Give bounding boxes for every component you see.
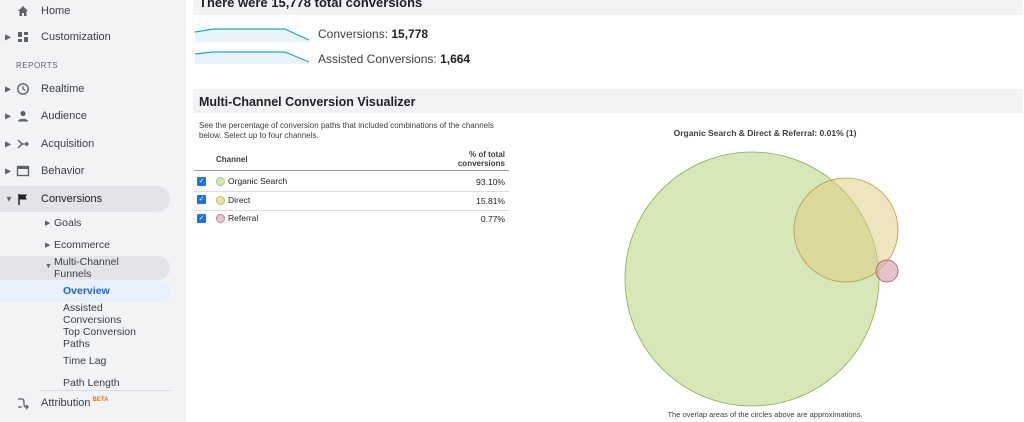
conversions-sparkline (194, 28, 310, 42)
caret-right-icon: ▶ (5, 111, 12, 121)
beta-badge: BETA (92, 397, 109, 404)
venn-diagram (624, 151, 899, 407)
organic-search-pct: 93.10% (476, 177, 505, 187)
nav-realtime[interactable]: ▶ Realtime (0, 78, 186, 100)
nav-top-paths-line2: Paths (63, 338, 90, 350)
venn-title: Organic Search & Direct & Referral: 0.01… (673, 128, 857, 138)
assisted-label: Assisted Conversions: (318, 52, 441, 66)
reports-heading: REPORTS (16, 61, 59, 70)
dashboard-icon (18, 32, 28, 42)
caret-right-icon: ▶ (5, 32, 12, 42)
direct-swatch (216, 196, 225, 205)
col-channel-header: Channel (216, 155, 248, 164)
organic-search-name: Organic Search (228, 176, 288, 186)
direct-circle[interactable] (793, 177, 899, 283)
nav-time-lag[interactable]: Time Lag (63, 355, 107, 367)
nav-acquisition-label: Acquisition (41, 138, 95, 150)
caret-down-icon: ▼ (45, 263, 52, 270)
nav-conversions-highlight (0, 186, 170, 212)
visualizer-header (193, 89, 1023, 113)
nav-home-label: Home (41, 5, 71, 17)
conversions-value: 15,778 (391, 27, 429, 41)
nav-top-paths-line1: Top Conversion (63, 326, 136, 338)
caret-right-icon: ▶ (45, 242, 51, 249)
referral-name: Referral (228, 213, 259, 223)
referral-checkbox[interactable]: ✓ (197, 214, 206, 223)
row-divider (194, 210, 509, 211)
clock-icon (17, 83, 29, 95)
nav-mcf-highlight (0, 256, 170, 280)
nav-audience[interactable]: ▶ Audience (0, 105, 186, 127)
row-divider (194, 191, 509, 192)
assisted-value: 1,664 (440, 52, 471, 66)
nav-attribution-label: Attribution BETA (41, 397, 108, 409)
nav-mcf-line2: Funnels (54, 268, 92, 280)
person-icon (18, 110, 28, 122)
venn-footnote: The overlap areas of the circles above a… (667, 410, 863, 419)
nav-conversions-label: Conversions (41, 193, 103, 205)
nav-realtime-label: Realtime (41, 83, 85, 95)
summary-header (193, 0, 1023, 15)
organic-search-swatch (216, 177, 225, 186)
flag-icon (18, 194, 27, 205)
nav-behavior-label: Behavior (41, 165, 85, 177)
nav-goals[interactable]: Goals (54, 217, 82, 229)
assisted-metric: Assisted Conversions: 1,664 (318, 52, 470, 66)
caret-down-icon: ▼ (5, 194, 13, 204)
nav-ecommerce[interactable]: Ecommerce (54, 239, 111, 251)
nav-assisted-line1: Assisted (63, 302, 103, 314)
nav-overview[interactable]: Overview (63, 285, 110, 297)
attribution-icon (18, 398, 29, 410)
nav-mcf-line1: Multi-Channel (54, 256, 119, 268)
col-pct-header-line2: conversions (457, 159, 505, 168)
direct-name: Direct (228, 195, 251, 205)
visualizer-description: See the percentage of conversion paths t… (199, 121, 494, 140)
nav-audience-label: Audience (41, 110, 87, 122)
referral-circle[interactable] (875, 259, 899, 283)
caret-right-icon: ▶ (5, 139, 12, 149)
sidebar: Home ▶ Customization REPORTS ▶ Realtime … (0, 0, 186, 422)
sidebar-divider (41, 390, 171, 391)
summary-title: There were 15,778 total conversions (199, 0, 423, 10)
referral-swatch (216, 214, 225, 223)
browser-window-icon (16, 165, 30, 177)
nav-behavior[interactable]: ▶ Behavior (0, 160, 186, 182)
organic-search-checkbox[interactable]: ✓ (197, 177, 206, 186)
direct-pct: 15.81% (476, 196, 505, 206)
nav-customization[interactable]: ▶ Customization (0, 26, 186, 48)
caret-right-icon: ▶ (5, 166, 12, 176)
conversions-metric: Conversions: 15,778 (318, 27, 428, 41)
conversions-label: Conversions: (318, 27, 392, 41)
direct-checkbox[interactable]: ✓ (197, 195, 206, 204)
merge-icon (17, 139, 29, 149)
visualizer-title: Multi-Channel Conversion Visualizer (199, 95, 416, 109)
assisted-sparkline (194, 51, 310, 64)
caret-right-icon: ▶ (5, 84, 12, 94)
nav-conversions[interactable]: ▼ Conversions (0, 188, 186, 210)
nav-customization-label: Customization (41, 31, 111, 43)
nav-overview-highlight (0, 281, 170, 302)
caret-right-icon: ▶ (45, 220, 51, 227)
nav-attribution[interactable]: Attribution BETA (0, 392, 186, 414)
home-icon (18, 6, 28, 16)
attribution-text: Attribution (41, 397, 91, 409)
col-pct-header-line1: % of total (469, 150, 505, 159)
nav-home[interactable]: Home (0, 0, 186, 22)
table-header-divider (194, 170, 509, 171)
referral-pct: 0.77% (480, 214, 505, 224)
nav-acquisition[interactable]: ▶ Acquisition (0, 133, 186, 155)
nav-path-length[interactable]: Path Length (63, 377, 120, 389)
nav-assisted-line2: Conversions (63, 314, 122, 326)
